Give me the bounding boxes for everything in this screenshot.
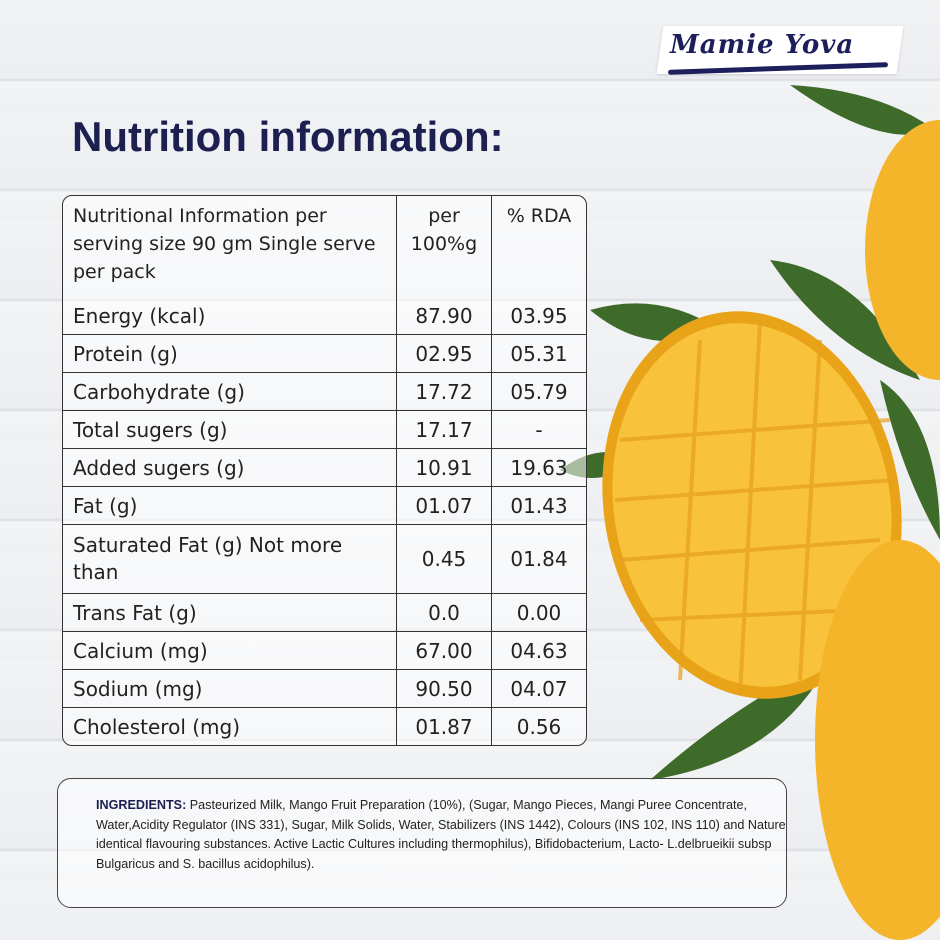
rda-value: 05.31 bbox=[492, 335, 586, 373]
per100-value: 01.07 bbox=[397, 487, 492, 525]
nutrient-name: Carbohydrate (g) bbox=[63, 373, 397, 411]
header-rda: % RDA bbox=[506, 205, 572, 227]
nutrient-name: Fat (g) bbox=[63, 487, 397, 525]
per100-value: 17.72 bbox=[397, 373, 492, 411]
nutrient-name: Total sugers (g) bbox=[63, 411, 397, 449]
rda-value: 0.56 bbox=[516, 714, 562, 739]
table-header-row: Nutritional Information per serving size… bbox=[63, 196, 586, 297]
rda-value: 0.00 bbox=[492, 594, 586, 632]
per100-value: 67.00 bbox=[397, 632, 492, 670]
table-row: Total sugers (g) 17.17- bbox=[63, 411, 586, 449]
nutrition-table: Nutritional Information per serving size… bbox=[62, 195, 587, 746]
per100-value: 10.91 bbox=[397, 449, 492, 487]
per100-value: 0.0 bbox=[397, 594, 492, 632]
ingredients-box: INGREDIENTS: Pasteurized Milk, Mango Fru… bbox=[57, 778, 787, 908]
nutrient-name: Saturated Fat (g) Not more than bbox=[63, 525, 397, 594]
header-per100: per 100%g bbox=[397, 196, 492, 297]
per100-value: 02.95 bbox=[397, 335, 492, 373]
whole-mango bbox=[865, 120, 940, 380]
per100-value: 0.45 bbox=[397, 525, 492, 594]
header-nutrient: Nutritional Information per serving size… bbox=[63, 196, 397, 297]
per100-value: 90.50 bbox=[397, 670, 492, 708]
rda-value: 05.79 bbox=[492, 373, 586, 411]
nutrient-name: Added sugers (g) bbox=[63, 449, 397, 487]
per100-value: 01.87 bbox=[397, 708, 492, 745]
rda-value: 04.07 bbox=[492, 670, 586, 708]
rda-value: 04.63 bbox=[492, 632, 586, 670]
table-row: Protein (g) 02.95 05.31 bbox=[63, 335, 586, 373]
rda-value: 19.63 bbox=[492, 449, 586, 487]
rda-value: - bbox=[492, 411, 586, 449]
table-row: Added sugers (g) 10.91 19.63 bbox=[63, 449, 586, 487]
per100-value: 87.90 bbox=[397, 297, 492, 335]
nutrient-name: Trans Fat (g) bbox=[63, 594, 397, 632]
per100-value: 17.17 bbox=[397, 411, 492, 449]
cut-mango bbox=[602, 311, 940, 940]
rda-value: 01.43 bbox=[492, 487, 586, 525]
nutrient-name: Cholesterol (mg) bbox=[63, 708, 397, 745]
table-row: Fat (g) 01.07 01.43 bbox=[63, 487, 586, 525]
ingredients-text: INGREDIENTS: Pasteurized Milk, Mango Fru… bbox=[96, 796, 786, 874]
rda-value: 01.84 bbox=[492, 525, 586, 594]
nutrient-name: Energy (kcal) bbox=[63, 297, 397, 335]
table-row: Sodium (mg) 90.50 04.07 bbox=[63, 670, 586, 708]
ingredients-label: INGREDIENTS: bbox=[96, 798, 187, 812]
brand-logo: Mamie Yova bbox=[670, 30, 855, 60]
nutrient-name: Sodium (mg) bbox=[63, 670, 397, 708]
nutrient-name: Protein (g) bbox=[63, 335, 397, 373]
table-row: Cholesterol (mg) 01.87 0.56 bbox=[63, 708, 586, 745]
table-row: Carbohydrate (g) 17.72 05.79 bbox=[63, 373, 586, 411]
page-title: Nutrition information: bbox=[72, 113, 504, 160]
table-row: Saturated Fat (g) Not more than 0.45 01.84 bbox=[63, 525, 586, 594]
ingredients-body: Pasteurized Milk, Mango Fruit Preparatio… bbox=[96, 798, 786, 871]
table-row: Energy (kcal) 87.90 03.95 bbox=[63, 297, 586, 335]
table-row: Calcium (mg) 67.00 04.63 bbox=[63, 632, 586, 670]
nutrient-name: Calcium (mg) bbox=[63, 632, 397, 670]
rda-value: 03.95 bbox=[492, 297, 586, 335]
table-row: Trans Fat (g) 0.0 0.00 bbox=[63, 594, 586, 632]
